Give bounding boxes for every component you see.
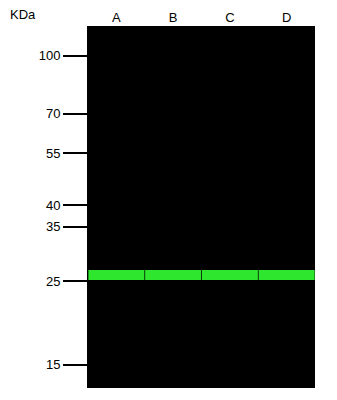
svg-text:D: D [282,10,291,25]
svg-text:KDa: KDa [10,7,36,22]
svg-text:55: 55 [46,146,60,161]
svg-text:25: 25 [46,274,60,289]
svg-text:15: 15 [46,357,60,372]
svg-text:35: 35 [46,219,60,234]
svg-text:C: C [225,10,234,25]
svg-text:B: B [169,10,178,25]
svg-text:70: 70 [46,106,60,121]
svg-text:100: 100 [39,48,61,63]
svg-text:A: A [112,10,121,25]
svg-text:40: 40 [46,197,60,212]
